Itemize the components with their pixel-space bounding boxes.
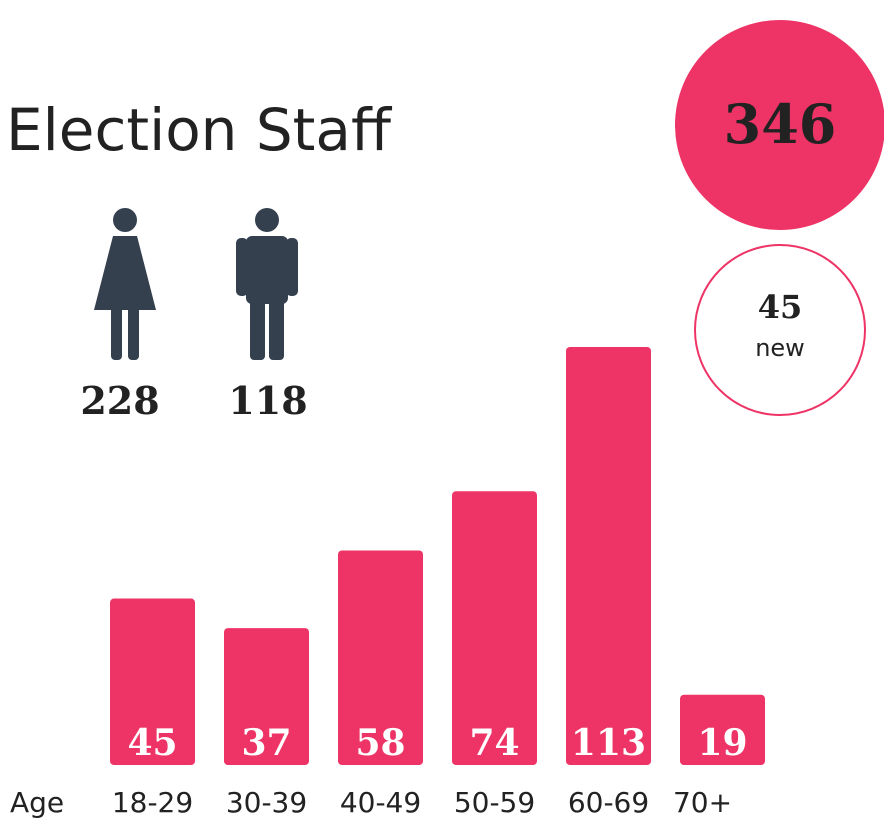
male-icon <box>236 208 298 360</box>
new-circle <box>694 244 866 416</box>
x-tick-label: 60-69 <box>568 786 649 819</box>
x-axis-label: Age <box>10 786 64 819</box>
new-count: 45 <box>758 288 803 326</box>
bar <box>110 598 195 765</box>
female-count: 228 <box>80 378 159 423</box>
value-label: 37 <box>241 722 291 764</box>
bar <box>566 347 651 765</box>
value-label: 74 <box>469 722 519 764</box>
value-label: 19 <box>697 722 747 764</box>
bar <box>224 628 309 765</box>
value-label: 58 <box>355 722 405 764</box>
x-tick-label: 18-29 <box>112 786 193 819</box>
x-tick-label: 30-39 <box>226 786 307 819</box>
x-tick-label: 40-49 <box>340 786 421 819</box>
bar <box>452 491 537 765</box>
x-tick-label: 70+ <box>673 786 732 819</box>
bar <box>680 694 765 765</box>
total: 346 <box>724 92 837 156</box>
value-label: 45 <box>127 722 177 764</box>
bar <box>338 550 423 765</box>
total-circle <box>675 20 884 230</box>
value-label: 113 <box>571 722 646 764</box>
x-tick-label: 50-59 <box>454 786 535 819</box>
new-label: new <box>755 334 805 362</box>
female-icon <box>94 208 156 360</box>
male-count: 118 <box>228 378 307 423</box>
title: Election Staff <box>6 96 393 164</box>
